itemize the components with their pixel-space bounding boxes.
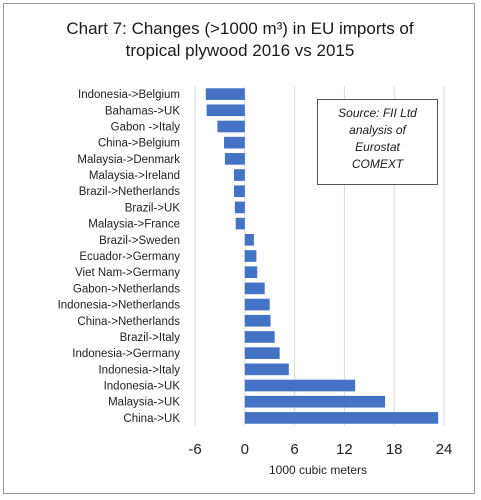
- bar: [224, 153, 245, 165]
- bar: [244, 379, 356, 392]
- bar: [234, 185, 245, 198]
- bar: [244, 395, 386, 408]
- category-label: Gabon ->Italy: [111, 121, 181, 133]
- chart-title-line-1: Chart 7: Changes (>1000 m³) in EU import…: [66, 19, 414, 38]
- category-label: Viet Nam->Germany: [75, 267, 180, 279]
- bar: [244, 347, 280, 359]
- category-label: Ecuador->Germany: [79, 251, 180, 263]
- category-label: Gabon->Netherlands: [73, 283, 180, 295]
- x-tick-label: 6: [290, 441, 298, 458]
- x-tick-label: 12: [336, 441, 353, 458]
- chart-title: Chart 7: Changes (>1000 m³) in EU import…: [4, 18, 476, 62]
- x-tick-labels: -6 0 6 12 18 24: [188, 441, 452, 458]
- category-label: Malaysia->Denmark: [77, 154, 180, 166]
- category-label: Malaysia->UK: [108, 397, 180, 409]
- category-label: China->UK: [123, 413, 180, 425]
- bar: [244, 298, 270, 311]
- bar: [244, 282, 265, 295]
- bar: [205, 88, 245, 100]
- category-label: Malaysia->France: [88, 219, 180, 231]
- bar: [244, 250, 257, 262]
- category-label: Malaysia->Ireland: [89, 170, 180, 182]
- chart-frame: Chart 7: Changes (>1000 m³) in EU import…: [3, 3, 475, 494]
- bar: [224, 136, 245, 149]
- x-tick-label: -6: [188, 441, 201, 458]
- x-tick-label: 0: [241, 441, 249, 458]
- bar: [244, 233, 254, 246]
- source-line-1: Source: FII Ltd: [338, 106, 417, 120]
- bar: [244, 331, 275, 343]
- category-label: Brazil->Italy: [120, 332, 181, 344]
- category-label: Brazil->UK: [125, 202, 181, 214]
- bar: [217, 120, 245, 133]
- source-line-4: COMEXT: [351, 157, 404, 171]
- source-line-2: analysis of: [349, 123, 406, 137]
- category-label: Indonesia->Netherlands: [58, 300, 181, 312]
- category-label: Brazil->Sweden: [99, 235, 180, 247]
- bar: [234, 201, 245, 214]
- category-label: Bahamas->UK: [105, 105, 180, 117]
- x-axis-label: 1000 cubic meters: [269, 463, 367, 477]
- bar: [235, 217, 245, 230]
- bar: [244, 412, 439, 424]
- category-label: China->Belgium: [98, 138, 180, 150]
- category-label: Indonesia->Italy: [98, 364, 180, 376]
- bar: [234, 169, 245, 181]
- source-line-3: Eurostat: [355, 140, 400, 154]
- bar: [244, 314, 271, 327]
- category-labels: Indonesia->Belgium Bahamas->UK Gabon ->Ita…: [58, 89, 181, 425]
- bar: [244, 363, 289, 376]
- bar: [206, 104, 245, 117]
- source-annotation: Source: FII Ltd analysis of Eurostat COM…: [317, 99, 438, 185]
- x-tick-label: 18: [386, 441, 403, 458]
- category-label: Indonesia->UK: [104, 381, 181, 393]
- category-label: Indonesia->Belgium: [78, 89, 180, 101]
- chart-title-line-2: tropical plywood 2016 vs 2015: [125, 41, 355, 60]
- category-label: China->Netherlands: [77, 316, 180, 328]
- category-label: Indonesia->Germany: [72, 348, 180, 360]
- x-tick-label: 24: [436, 441, 453, 458]
- bars: [205, 88, 439, 424]
- category-label: Brazil->Netherlands: [79, 186, 181, 198]
- bar: [244, 266, 258, 279]
